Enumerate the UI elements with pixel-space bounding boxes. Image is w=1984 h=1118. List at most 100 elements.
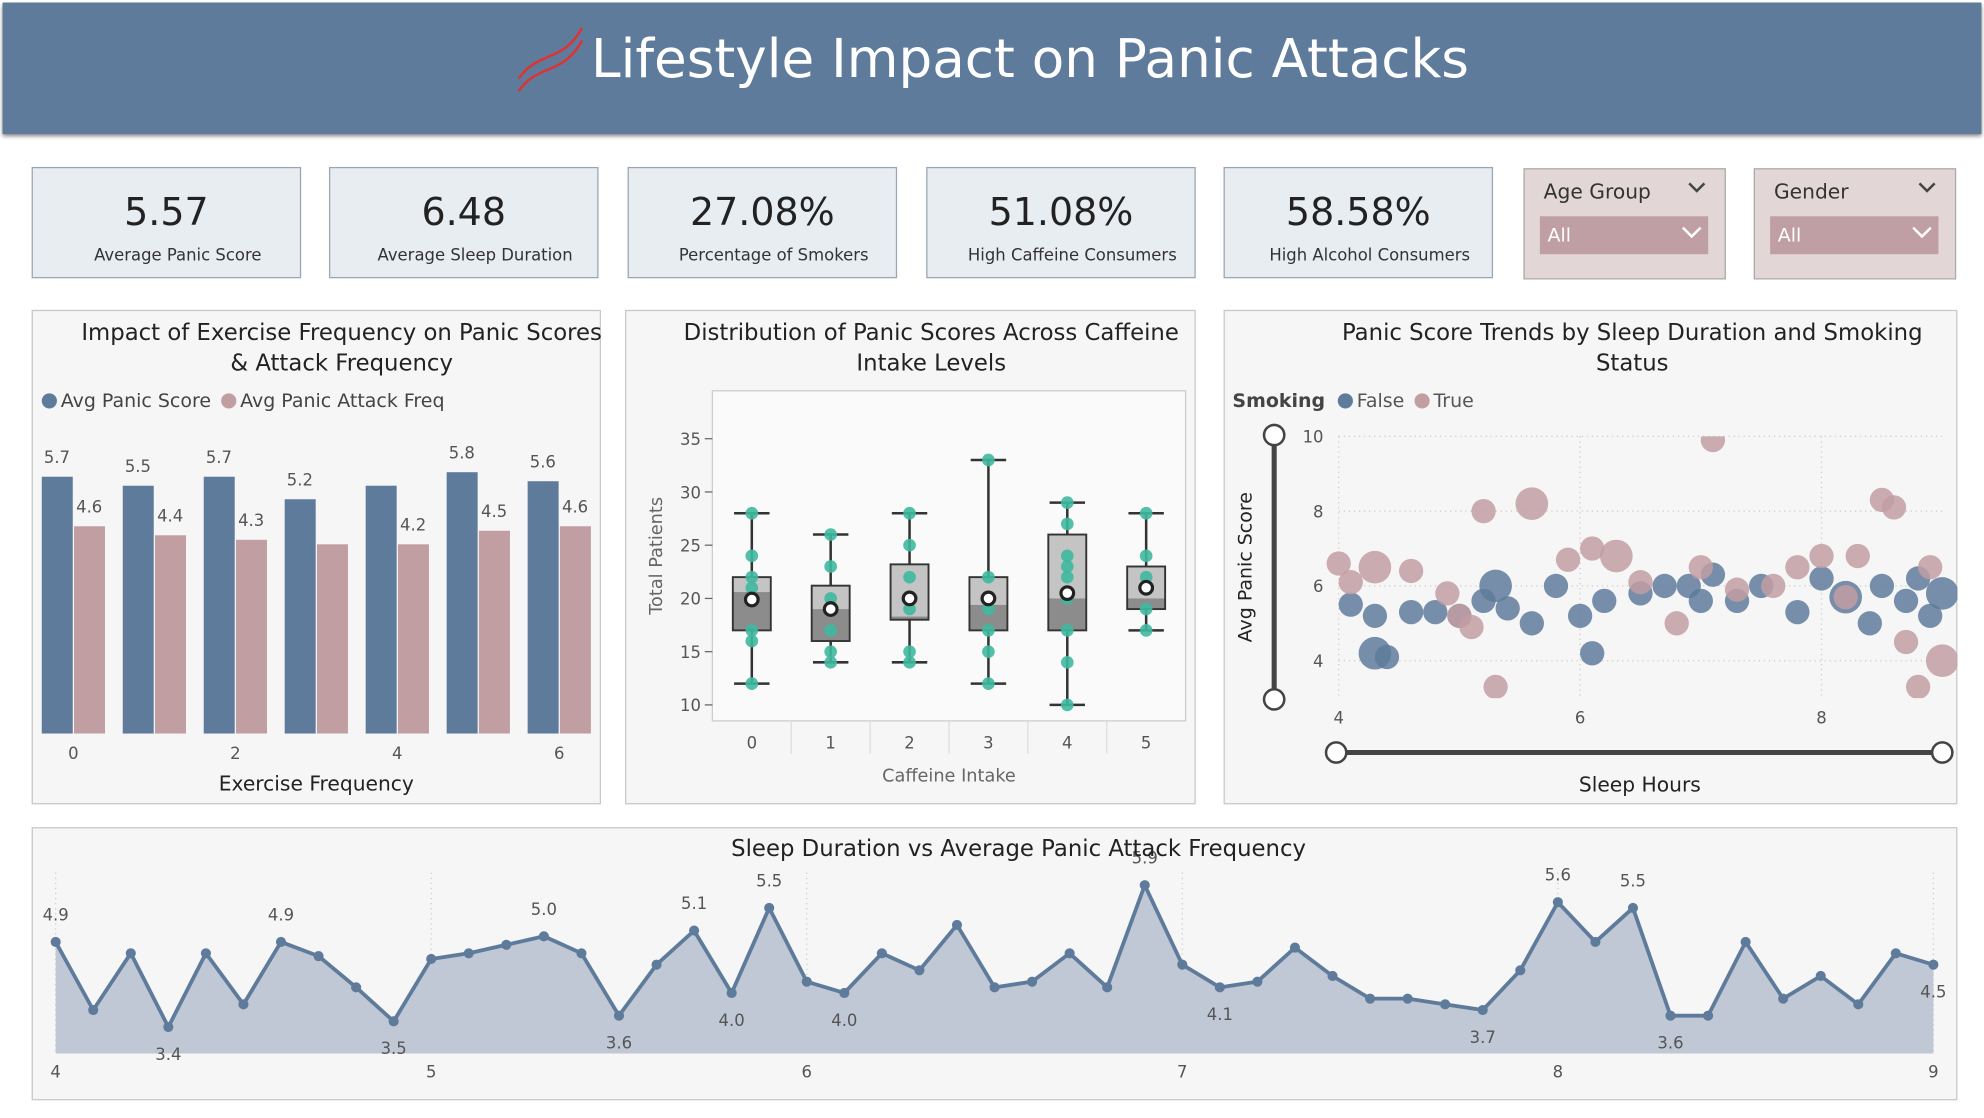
line-point (125, 948, 136, 959)
data-label: 4.0 (719, 1011, 745, 1030)
line-point (1027, 976, 1038, 987)
data-point (1060, 570, 1074, 584)
slicer[interactable]: Gender All (1753, 168, 1957, 280)
slicer-dropdown[interactable]: All (1770, 216, 1939, 255)
slicer-label: Gender (1773, 179, 1849, 204)
y-tick-label: 20 (680, 590, 701, 609)
scatter-point (1483, 674, 1508, 699)
data-label: 3.4 (155, 1045, 181, 1064)
data-point (745, 677, 759, 690)
scatter-point (1362, 603, 1388, 628)
data-point (1139, 570, 1153, 584)
data-point (982, 645, 995, 658)
line-point (1252, 976, 1263, 987)
data-point (1139, 602, 1153, 616)
line-point (576, 948, 587, 959)
line-point (1665, 1010, 1676, 1021)
x-tick-label: 6 (802, 1063, 812, 1082)
kpi-label: High Alcohol Consumers (1269, 246, 1471, 266)
bar (122, 485, 154, 734)
data-label: 5.1 (681, 894, 707, 913)
line-point (651, 959, 662, 970)
slider-handle[interactable] (1262, 688, 1286, 711)
slicer[interactable]: Age Group All (1523, 168, 1726, 280)
data-point (1139, 506, 1153, 520)
slicer-dropdown[interactable]: All (1539, 216, 1709, 255)
line-point (351, 982, 362, 993)
scatter-point (1471, 498, 1496, 524)
x-tick-label: 4 (392, 744, 402, 763)
slider-handle[interactable] (1324, 741, 1348, 764)
slider-handle[interactable] (1930, 741, 1954, 764)
data-point (982, 677, 995, 690)
y-tick-label: 6 (1313, 577, 1323, 596)
data-label: 5.5 (756, 871, 782, 890)
data-point (903, 570, 916, 584)
line-point (388, 1016, 399, 1027)
y-axis-title: Total Patients (647, 497, 667, 616)
kpi-value: 51.08% (988, 190, 1134, 236)
data-label: 4.5 (1920, 983, 1946, 1002)
y-tick-label: 35 (680, 430, 701, 449)
line-point (1289, 942, 1301, 953)
data-point (824, 528, 838, 541)
scatter-point (1881, 495, 1907, 520)
kpi-value: 27.08% (689, 190, 835, 236)
x-axis-title: Caffeine Intake (882, 767, 1016, 787)
line-point (163, 1021, 174, 1033)
data-label: 5.7 (206, 448, 232, 467)
scatter-point (1893, 629, 1919, 655)
data-label: 4.9 (268, 905, 294, 924)
scatter-point (1893, 588, 1919, 614)
scatter-point (1326, 551, 1351, 576)
data-point (903, 655, 916, 669)
slider-handle[interactable] (1262, 423, 1286, 447)
line-point (1102, 982, 1113, 993)
kpi-label: Average Panic Score (94, 246, 262, 266)
kpi-label: High Caffeine Consumers (967, 246, 1177, 266)
chevron (1688, 182, 1936, 193)
bar (559, 526, 591, 734)
scatter-point (1398, 558, 1424, 584)
bar (397, 544, 429, 734)
kpi-card: 27.08% Percentage of Smokers (627, 166, 898, 279)
data-label: 4.0 (831, 1011, 857, 1030)
kpi-value: 5.57 (124, 190, 209, 236)
header-bar (2, 2, 1982, 135)
scatter-point (1374, 644, 1400, 670)
data-label: 4.9 (43, 905, 69, 924)
data-point (745, 570, 759, 584)
kpi-value: 58.58% (1285, 190, 1431, 236)
scatter-point (1925, 644, 1958, 678)
mean-marker (1059, 585, 1076, 602)
line-point (426, 953, 437, 965)
line-point (1440, 999, 1451, 1010)
line-point (613, 1010, 625, 1021)
mean-marker (980, 590, 997, 607)
data-label: 5.9 (1132, 849, 1158, 868)
scatter-point (1435, 581, 1460, 606)
line-point (1515, 965, 1526, 976)
data-point (745, 634, 759, 648)
y-tick-label: 25 (680, 537, 701, 556)
data-label: 4.6 (562, 497, 588, 516)
line-point (914, 965, 925, 976)
x-tick-label: 5 (426, 1063, 436, 1082)
line-point (989, 982, 1000, 993)
bar (284, 499, 316, 734)
scatter-point (1338, 592, 1363, 617)
line-point (1327, 970, 1338, 982)
line-point (801, 976, 812, 987)
chevron (1681, 226, 1932, 239)
x-tick-label: 6 (1575, 708, 1585, 727)
box-outline (810, 584, 851, 642)
header-title: Lifestyle Impact on Panic Attacks (590, 27, 1469, 90)
line-point (1064, 948, 1075, 959)
y-tick-label: 4 (1313, 652, 1323, 671)
data-point (903, 538, 916, 552)
line-point (1778, 993, 1789, 1004)
scatter-point (1592, 588, 1617, 614)
line-point (1214, 982, 1225, 993)
